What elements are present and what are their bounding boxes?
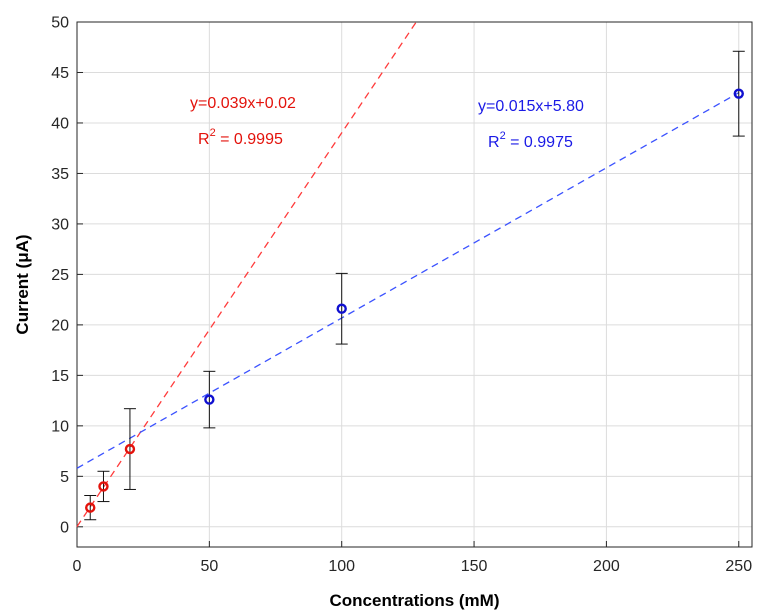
- fit-line-1: [76, 92, 740, 469]
- data-point: [204, 394, 215, 405]
- y-tick-label: 30: [51, 216, 69, 233]
- r2-prefix-blue: R: [488, 134, 500, 151]
- r-squared-blue: R2 = 0.9975: [488, 130, 573, 151]
- y-tick-label: 25: [51, 267, 69, 284]
- x-tick-label: 200: [593, 558, 620, 575]
- r2-value-blue: = 0.9975: [506, 134, 573, 151]
- x-axis-title: Concentrations (mM): [330, 591, 500, 610]
- error-bars: [84, 50, 745, 521]
- x-tick-label: 150: [461, 558, 488, 575]
- y-tick-label: 20: [51, 317, 69, 334]
- x-tick-label: 0: [73, 558, 82, 575]
- y-tick-label: 10: [51, 418, 69, 435]
- data-point: [733, 88, 744, 99]
- x-tick-label: 250: [725, 558, 752, 575]
- grid: [76, 21, 752, 547]
- y-tick-label: 40: [51, 115, 69, 132]
- x-tick-label: 50: [200, 558, 218, 575]
- y-ticks: 0 5 10 15 20 25 30 35 40 45 50: [51, 15, 83, 536]
- fit-equation-blue: y=0.015x+5.80: [478, 98, 584, 115]
- fit-line-0: [76, 21, 417, 527]
- y-tick-label: 15: [51, 368, 69, 385]
- r2-prefix-red: R: [198, 131, 210, 148]
- r2-sup-blue: 2: [500, 130, 506, 142]
- y-tick-label: 35: [51, 166, 69, 183]
- r-squared-red: R2 = 0.9995: [198, 127, 283, 148]
- fit-equation-red: y=0.039x+0.02: [190, 95, 296, 112]
- y-tick-label: 5: [60, 469, 69, 486]
- data-point: [85, 502, 96, 513]
- y-axis-title: Current (μA): [13, 234, 32, 334]
- data-point: [124, 443, 136, 455]
- data-point: [98, 481, 109, 492]
- y-tick-label: 0: [60, 519, 69, 536]
- data-point: [336, 303, 347, 314]
- plot-frame: [76, 21, 753, 548]
- y-tick-label: 45: [51, 65, 69, 82]
- fit-lines: [76, 21, 740, 527]
- x-tick-label: 100: [328, 558, 355, 575]
- r2-value-red: = 0.9995: [216, 131, 283, 148]
- y-tick-label: 50: [51, 15, 69, 32]
- r2-sup-red: 2: [210, 127, 216, 139]
- data-points: [85, 88, 744, 513]
- x-ticks: 0 50 100 150 200 250: [73, 541, 752, 575]
